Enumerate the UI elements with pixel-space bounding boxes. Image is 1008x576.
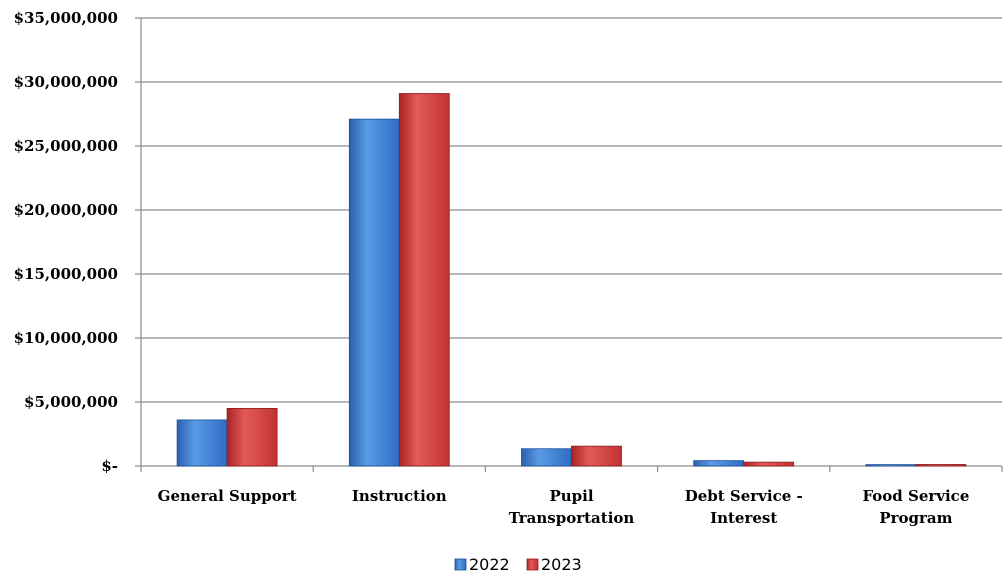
y-tick-label: $20,000,000 [14, 201, 118, 219]
y-tick-label: $25,000,000 [14, 137, 118, 155]
gridlines [141, 17, 1002, 403]
bar-2022-2 [521, 448, 572, 467]
legend: 2022 2023 [454, 555, 582, 574]
x-tick-label-line: Transportation [509, 509, 635, 527]
x-tick-label: Pupil Transportation [509, 487, 635, 527]
x-tick-label-line: Interest [710, 509, 777, 527]
x-tick-label: Instruction [352, 487, 447, 505]
x-tick-label-line: General Support [158, 487, 297, 505]
bar-2022-4 [865, 464, 917, 467]
bar-2023-3 [743, 461, 795, 467]
x-tick-label-line: Food Service [862, 487, 969, 505]
x-tick-label: General Support [158, 487, 297, 505]
bar-2022-3 [693, 460, 745, 467]
y-axis-tick-labels: $- $5,000,000 $10,000,000 $15,000,000 $20,00… [14, 9, 118, 475]
y-tick-label: $- [101, 457, 118, 475]
x-tick-label-line: Pupil [549, 487, 593, 505]
x-tick-label: Debt Service - Interest [685, 487, 803, 527]
x-tick-label-line: Program [879, 509, 952, 527]
bar-2023-4 [915, 464, 967, 467]
x-tick-label-line: Instruction [352, 487, 447, 505]
bar-2022-1 [348, 118, 400, 467]
bars [176, 93, 967, 467]
y-tick-label: $5,000,000 [24, 393, 118, 411]
x-tick-label: Food Service Program [862, 487, 969, 527]
axes [135, 17, 1003, 472]
legend-swatch-2022 [454, 558, 467, 571]
legend-label-2022: 2022 [469, 555, 510, 574]
bar-2023-2 [571, 445, 622, 467]
bar-2022-0 [176, 419, 228, 467]
y-tick-label: $10,000,000 [14, 329, 118, 347]
x-axis-tick-labels: General Support Instruction Pupil Transport… [158, 487, 970, 527]
legend-label-2023: 2023 [541, 555, 582, 574]
y-tick-label: $35,000,000 [14, 9, 118, 27]
bar-2023-1 [398, 93, 450, 467]
bar-2023-0 [226, 407, 278, 467]
y-tick-label: $30,000,000 [14, 73, 118, 91]
y-tick-label: $15,000,000 [14, 265, 118, 283]
x-tick-label-line: Debt Service - [685, 487, 803, 505]
legend-swatch-2023 [526, 558, 539, 571]
